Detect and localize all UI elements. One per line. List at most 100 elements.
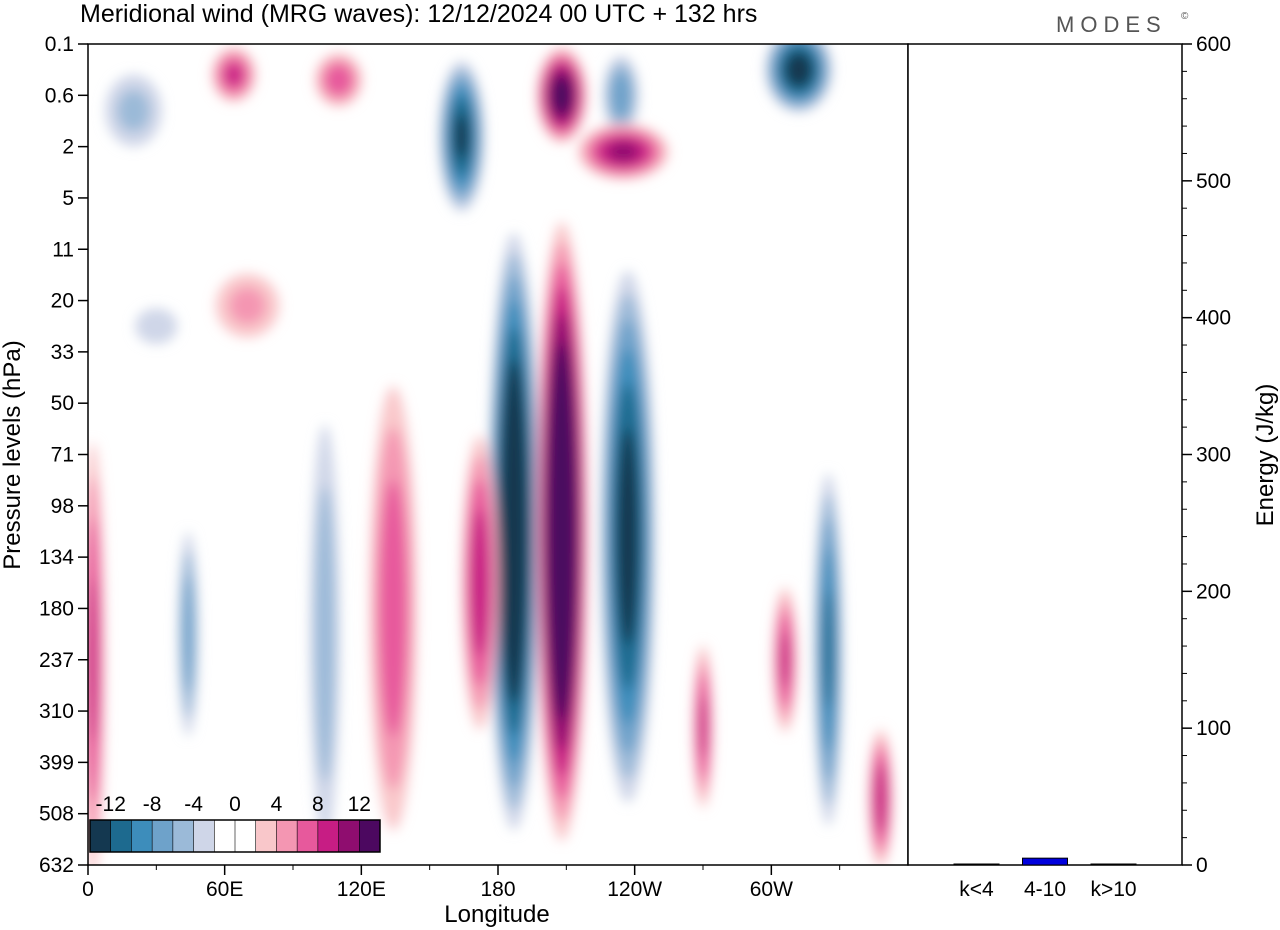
contour-band xyxy=(379,480,407,737)
heatmap-feature xyxy=(369,386,417,831)
contour-band xyxy=(229,287,266,325)
x-axis: 0 60E 120E 180 120W 60W xyxy=(82,865,841,901)
contour-band xyxy=(546,341,578,722)
contour-band xyxy=(470,509,489,657)
x-axis-label: Longitude xyxy=(444,901,549,928)
y-tick-label: 310 xyxy=(39,700,74,723)
y-tick-label: 399 xyxy=(39,751,74,774)
contour-band xyxy=(117,90,150,132)
y-axis-label: Pressure levels (hPa) xyxy=(0,340,26,569)
colorbar-swatch xyxy=(297,820,319,852)
y-tick-label: 50 xyxy=(51,392,74,415)
heatmap-feature xyxy=(536,47,588,143)
energy-tick-label: 500 xyxy=(1196,170,1231,193)
heatmap-feature xyxy=(813,473,843,826)
heatmap-feature xyxy=(178,531,199,737)
energy-y-axis: 0 100 200 300 400 500 600 xyxy=(1182,33,1231,877)
colorbar-label: -8 xyxy=(143,793,162,816)
colorbar-label: 0 xyxy=(229,793,241,816)
contour-band xyxy=(324,64,353,96)
contour-band xyxy=(454,113,469,160)
heatmap-feature xyxy=(772,587,798,733)
heatmap-feature xyxy=(215,273,280,338)
contour-band xyxy=(874,763,887,833)
heatmap-feature xyxy=(310,424,340,844)
colorbar-swatch xyxy=(235,820,257,852)
colorbar: -12 -8 -4 0 4 8 12 xyxy=(89,793,381,853)
heatmap-fields xyxy=(88,44,893,865)
y-tick-label: 0.1 xyxy=(45,33,74,56)
colorbar-swatch xyxy=(338,820,360,852)
colorbar-label: 4 xyxy=(271,793,283,816)
heatmap-feature xyxy=(135,308,178,345)
contour-band xyxy=(314,485,336,783)
x-tick-label: 0 xyxy=(82,878,94,901)
y-tick-label: 20 xyxy=(51,290,74,313)
contour-band xyxy=(823,590,834,709)
energy-category-label: k>10 xyxy=(1090,878,1136,901)
contour-band xyxy=(608,142,639,162)
heatmap-feature xyxy=(488,232,540,831)
x-tick-label: 60W xyxy=(750,878,793,901)
contour-band xyxy=(551,75,573,115)
x-tick-label: 180 xyxy=(480,878,515,901)
colorbar-swatch xyxy=(90,820,112,852)
energy-axis-label: Energy (J/kg) xyxy=(1252,384,1279,527)
y-tick-label: 71 xyxy=(51,444,74,467)
contour-band xyxy=(182,575,194,694)
energy-tick-label: 300 xyxy=(1196,444,1231,467)
energy-tick-label: 400 xyxy=(1196,307,1231,330)
contour-band xyxy=(88,577,98,742)
y-tick-label: 33 xyxy=(51,341,74,364)
colorbar-label: -12 xyxy=(96,793,126,816)
contour-band xyxy=(780,632,790,688)
colorbar-swatch xyxy=(276,820,298,852)
heatmap-feature xyxy=(211,47,256,102)
contour-band xyxy=(616,427,639,646)
contour-band xyxy=(610,72,632,119)
brand-mark: © xyxy=(1181,11,1189,22)
x-tick-label: 60E xyxy=(206,878,243,901)
energy-bar xyxy=(953,863,1000,866)
heatmap-feature xyxy=(536,221,588,842)
colorbar-swatch xyxy=(317,820,339,852)
colorbar-swatch xyxy=(131,820,153,852)
heatmap-feature xyxy=(603,55,639,136)
heatmap-feature xyxy=(88,442,105,865)
x-tick-label: 120W xyxy=(607,878,662,901)
energy-tick-label: 200 xyxy=(1196,580,1231,603)
colorbar-label: -4 xyxy=(184,793,203,816)
energy-tick-label: 0 xyxy=(1196,854,1208,877)
contour-band xyxy=(499,359,529,704)
energy-bar xyxy=(1090,863,1137,866)
y-tick-label: 237 xyxy=(39,649,74,672)
energy-category-label: 4-10 xyxy=(1024,878,1066,901)
y-tick-label: 0.6 xyxy=(45,84,74,107)
heatmap-feature xyxy=(693,645,713,808)
energy-bar xyxy=(1022,857,1068,866)
heatmap-feature xyxy=(314,53,363,107)
colorbar-swatch xyxy=(255,820,277,852)
colorbar-swatch xyxy=(359,820,381,852)
colorbar-swatch xyxy=(172,820,194,852)
y-axis: 0.1 0.6 2 5 11 20 33 50 71 98 134 180 237 310 399 508 63… xyxy=(39,33,88,877)
colorbar-label: 8 xyxy=(312,793,324,816)
energy-tick-label: 600 xyxy=(1196,33,1231,56)
heatmap-feature xyxy=(600,270,656,803)
y-tick-label: 5 xyxy=(62,187,74,210)
x-tick-label: 120E xyxy=(337,878,386,901)
colorbar-swatch xyxy=(110,820,132,852)
y-tick-label: 180 xyxy=(39,597,74,620)
contour-band xyxy=(225,64,243,86)
y-tick-label: 98 xyxy=(51,495,74,518)
y-tick-label: 2 xyxy=(62,136,74,159)
energy-category-label: k<4 xyxy=(959,878,994,901)
heatmap-feature xyxy=(578,124,669,180)
colorbar-swatch xyxy=(214,820,236,852)
colorbar-swatch xyxy=(152,820,174,852)
contour-band xyxy=(699,695,707,758)
colorbar-label: 12 xyxy=(348,793,371,816)
y-tick-label: 11 xyxy=(52,238,74,261)
y-tick-label: 508 xyxy=(39,803,74,826)
